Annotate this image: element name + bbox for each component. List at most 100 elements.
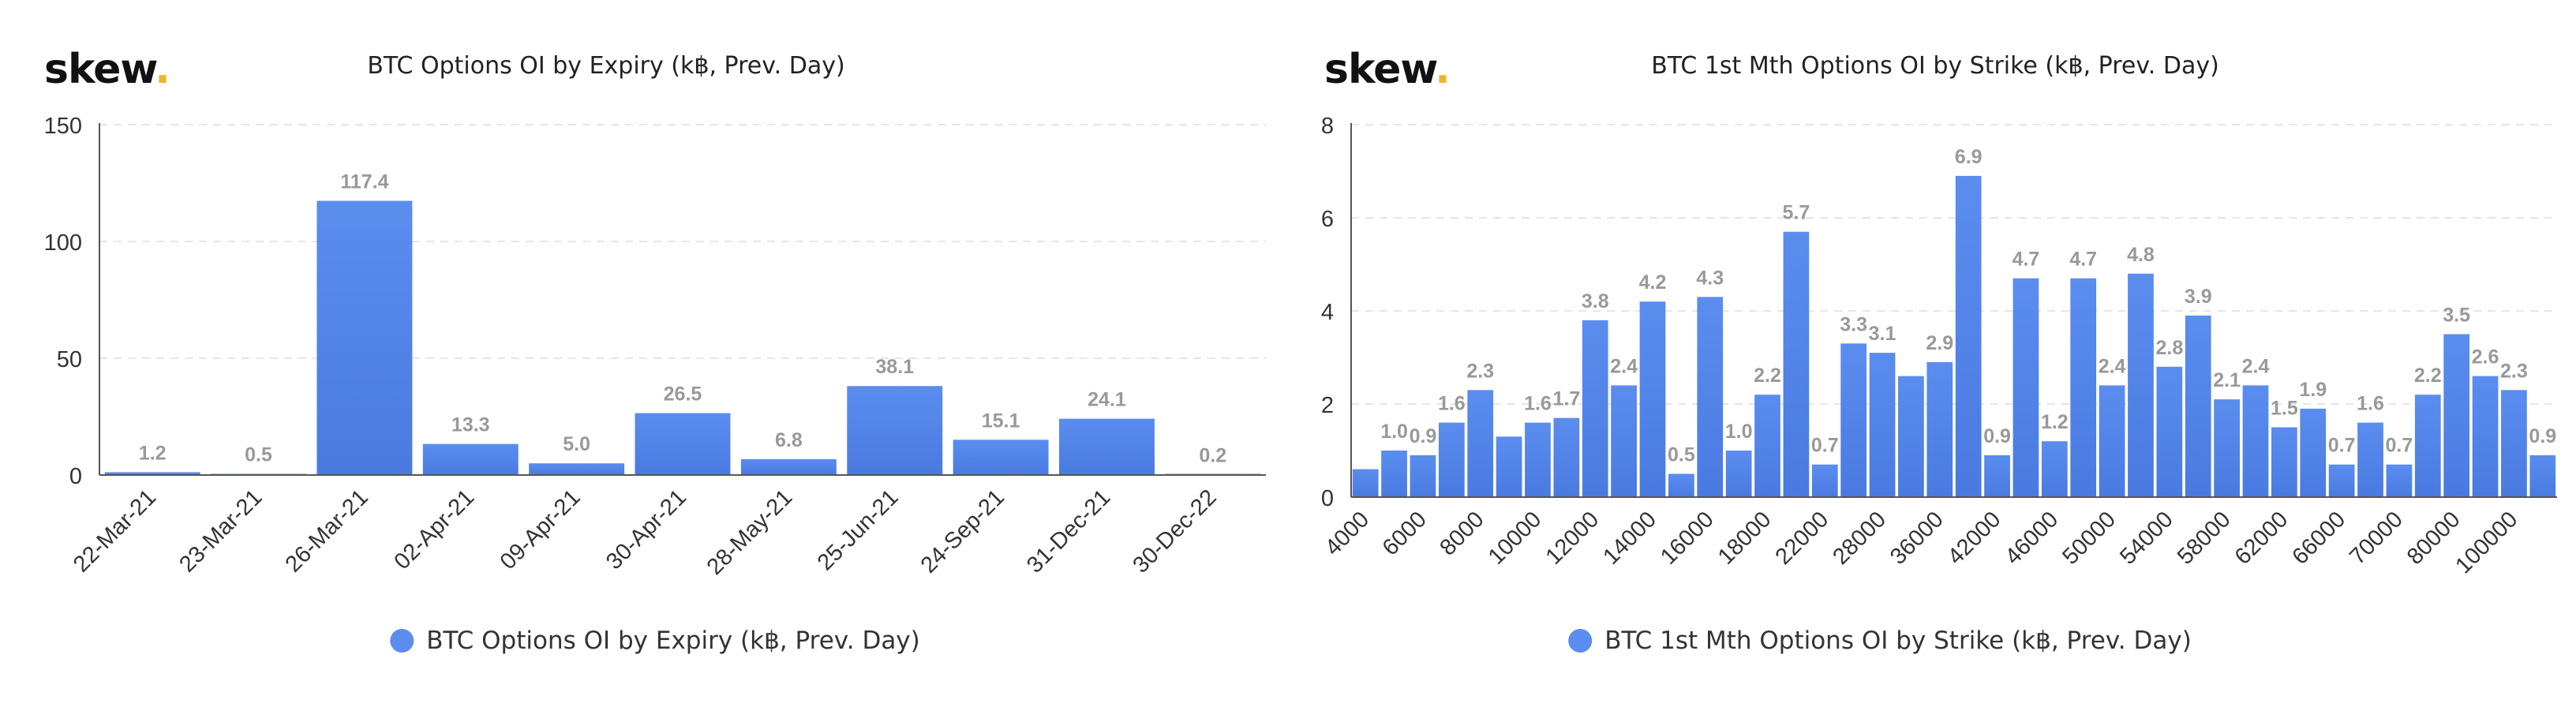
x-tick-label: 6000 <box>1378 507 1432 560</box>
x-tick-label: 46000 <box>2001 507 2064 570</box>
data-label: 4.2 <box>1639 271 1667 294</box>
bar <box>2300 408 2327 497</box>
x-tick-label: 18000 <box>1713 507 1777 570</box>
bar <box>1926 361 1953 497</box>
data-label: 2.2 <box>2414 365 2442 387</box>
bar <box>2271 427 2297 497</box>
data-label: 0.5 <box>1668 444 1695 466</box>
x-tick-label: 8000 <box>1435 507 1488 560</box>
bar <box>2041 441 2068 497</box>
bar <box>2156 366 2183 497</box>
data-label: 3.9 <box>2185 286 2212 308</box>
x-tick-label: 30-Apr-21 <box>601 484 691 574</box>
x-tick-label: 66000 <box>2287 507 2350 570</box>
bar <box>529 463 625 475</box>
x-tick-label: 30-Dec-22 <box>1128 484 1221 578</box>
data-label: 3.5 <box>2443 305 2470 327</box>
data-label: 3.1 <box>1869 323 1896 345</box>
x-tick-label: 22000 <box>1771 507 1834 570</box>
x-tick-label: 12000 <box>1541 507 1604 570</box>
x-tick-label: 31-Dec-21 <box>1022 484 1115 578</box>
y-tick-label: 100 <box>44 230 82 256</box>
bar <box>422 443 519 475</box>
bar <box>2128 273 2154 497</box>
bar <box>1410 455 1436 497</box>
y-tick-label: 0 <box>1321 486 1334 511</box>
data-label: 2.3 <box>1466 360 1494 382</box>
data-label: 4.7 <box>2012 249 2040 271</box>
data-label: 2.6 <box>2472 346 2499 368</box>
data-label: 2.4 <box>1610 355 1638 377</box>
data-label: 24.1 <box>1088 389 1126 411</box>
x-tick-label: 25-Jun-21 <box>813 484 904 575</box>
data-label: 1.0 <box>1380 421 1408 443</box>
legend-marker <box>1568 629 1593 653</box>
bar <box>1697 297 1724 497</box>
bar <box>1525 422 1551 497</box>
expiry-bar-chart: 0 50 100 150 1.2 22-Mar-21 0.5 23-Mar-21 117.4 26… <box>44 114 1266 580</box>
bar <box>2185 315 2211 497</box>
x-tick-label: 28-May-21 <box>702 484 798 580</box>
data-label: 117.4 <box>340 170 388 193</box>
data-label: 0.9 <box>1983 425 2011 447</box>
y-tick-label: 4 <box>1321 300 1334 325</box>
data-label: 0.5 <box>245 444 272 466</box>
chart-title: BTC Options OI by Expiry (k฿, Prev. Day) <box>367 52 845 80</box>
data-label: 0.9 <box>2529 425 2556 447</box>
y-tick-label: 6 <box>1321 207 1334 232</box>
bar <box>2214 399 2240 497</box>
bar <box>1582 320 1608 497</box>
expiry-chart-panel: skew. BTC Options OI by Expiry (k฿, Prev… <box>44 46 1266 655</box>
x-tick-label: 42000 <box>1943 507 2006 570</box>
bar <box>953 440 1049 475</box>
skew-logo: skew. <box>1324 46 1451 93</box>
y-tick-label: 150 <box>44 114 82 139</box>
data-label: 6.8 <box>775 429 803 451</box>
chart-legend[interactable]: BTC 1st Mth Options OI by Strike (k฿, Pr… <box>1568 627 2192 655</box>
data-label: 1.6 <box>1438 393 1466 415</box>
bar <box>1725 451 1752 497</box>
data-label: 1.9 <box>2299 379 2327 401</box>
data-label: 0.7 <box>2386 435 2413 457</box>
bar <box>1811 464 1838 497</box>
bar <box>1783 231 1810 497</box>
data-label: 6.9 <box>1955 146 1983 168</box>
data-label: 1.6 <box>2357 393 2384 415</box>
x-tick-label: 100000 <box>2451 507 2522 578</box>
bar <box>1754 395 1780 497</box>
bar <box>2414 395 2441 497</box>
x-tick-label: 09-Apr-21 <box>496 484 586 574</box>
bar <box>2472 376 2499 497</box>
bar <box>2529 455 2556 497</box>
bar <box>2328 464 2355 497</box>
data-label: 2.3 <box>2500 360 2528 382</box>
data-label: 5.0 <box>563 433 590 455</box>
bar <box>2012 278 2039 497</box>
bar <box>104 472 200 475</box>
data-label: 1.6 <box>1524 393 1552 415</box>
chart-legend[interactable]: BTC Options OI by Expiry (k฿, Prev. Day) <box>390 627 920 655</box>
bar <box>1467 390 1494 497</box>
bar <box>1496 436 1522 497</box>
data-label: 0.7 <box>1811 435 1839 457</box>
legend-label: BTC Options OI by Expiry (k฿, Prev. Day) <box>426 627 920 655</box>
y-tick-label: 50 <box>57 347 82 372</box>
bar <box>1898 376 1924 497</box>
bar <box>2443 334 2470 497</box>
y-tick-label: 2 <box>1321 393 1334 418</box>
chart-title: BTC 1st Mth Options OI by Strike (k฿, Pr… <box>1651 52 2219 80</box>
bar <box>2242 385 2269 497</box>
x-tick-label: 36000 <box>1885 507 1949 570</box>
data-label: 2.1 <box>2213 369 2241 391</box>
x-tick-label: 54000 <box>2115 507 2178 570</box>
bar <box>635 413 731 475</box>
data-label: 2.4 <box>2242 355 2270 377</box>
data-label: 26.5 <box>664 383 702 406</box>
bar <box>1955 175 1982 497</box>
data-label: 2.4 <box>2099 355 2126 377</box>
bar <box>1553 417 1580 497</box>
data-label: 1.2 <box>2041 411 2069 433</box>
data-label: 1.7 <box>1552 388 1580 410</box>
data-label: 15.1 <box>982 410 1020 432</box>
